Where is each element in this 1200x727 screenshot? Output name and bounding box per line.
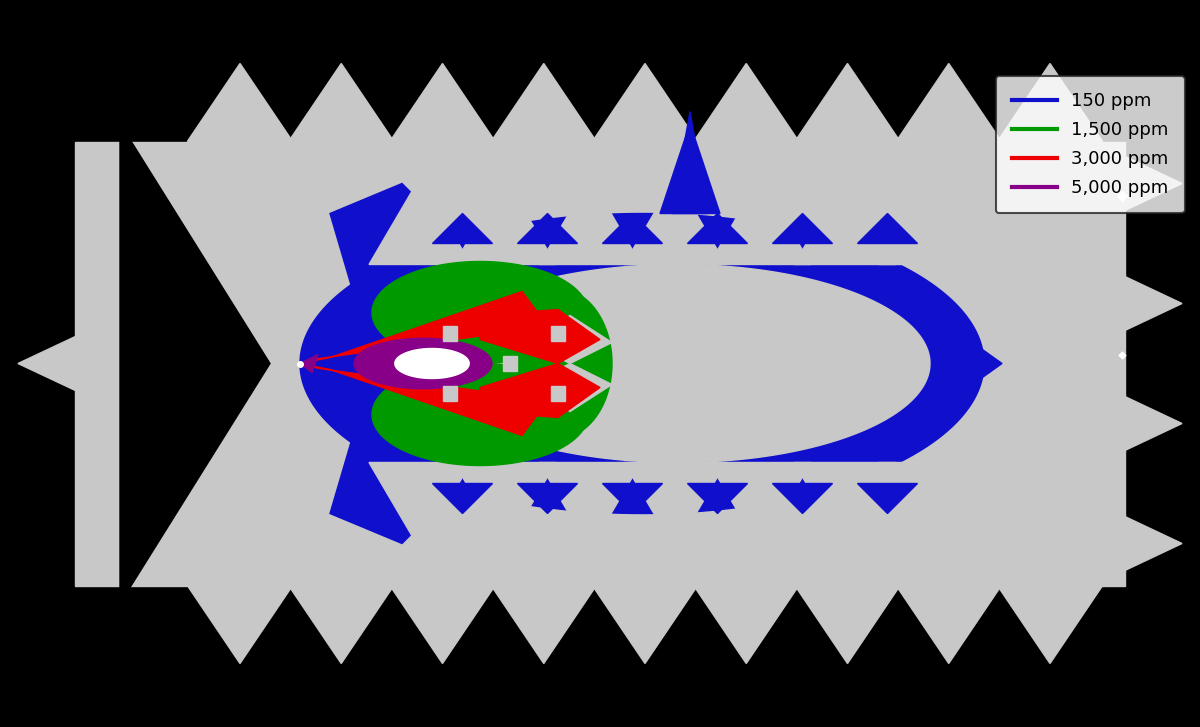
Polygon shape [602,214,662,244]
Polygon shape [896,63,1001,142]
Polygon shape [480,310,600,364]
Polygon shape [709,462,811,550]
Polygon shape [694,63,799,142]
Polygon shape [454,462,556,550]
Polygon shape [539,462,641,550]
Polygon shape [688,483,748,513]
Polygon shape [896,585,1001,664]
Polygon shape [370,177,470,265]
Polygon shape [1050,241,1182,366]
Polygon shape [960,334,1002,393]
Polygon shape [602,483,662,513]
Polygon shape [794,462,896,550]
Polygon shape [551,326,565,341]
Polygon shape [551,386,565,401]
Polygon shape [794,177,896,265]
Polygon shape [503,356,517,371]
Polygon shape [773,214,833,244]
Polygon shape [187,585,293,664]
Polygon shape [370,462,470,550]
Polygon shape [709,177,811,265]
Polygon shape [997,585,1103,664]
Polygon shape [878,177,982,265]
Polygon shape [593,585,697,664]
Polygon shape [390,585,496,664]
Polygon shape [517,214,577,244]
Polygon shape [300,292,540,364]
Polygon shape [187,63,293,142]
Polygon shape [1050,361,1182,486]
Polygon shape [1050,121,1182,246]
Polygon shape [18,316,120,411]
Polygon shape [517,483,577,513]
Polygon shape [395,348,469,379]
Polygon shape [330,411,450,544]
Polygon shape [443,326,457,341]
Polygon shape [454,177,556,265]
Polygon shape [372,364,588,465]
Polygon shape [289,63,394,142]
Polygon shape [528,316,612,364]
Polygon shape [593,63,697,142]
Polygon shape [443,386,457,401]
Polygon shape [300,364,540,435]
Polygon shape [858,483,918,513]
Polygon shape [858,214,918,244]
Polygon shape [624,177,726,265]
Polygon shape [773,483,833,513]
Polygon shape [74,142,1126,585]
Polygon shape [997,63,1103,142]
Polygon shape [624,462,726,550]
Polygon shape [300,355,318,372]
Polygon shape [432,483,492,513]
Legend: 150 ppm, 1,500 ppm, 3,000 ppm, 5,000 ppm: 150 ppm, 1,500 ppm, 3,000 ppm, 5,000 ppm [996,76,1184,213]
Polygon shape [660,124,720,214]
Polygon shape [504,289,612,438]
Polygon shape [491,63,596,142]
Polygon shape [672,111,708,214]
Polygon shape [426,265,930,462]
Polygon shape [432,214,492,244]
Polygon shape [354,338,492,389]
Polygon shape [688,214,748,244]
Polygon shape [480,364,600,417]
Polygon shape [528,364,612,411]
Polygon shape [1050,481,1182,606]
Polygon shape [878,462,982,550]
Polygon shape [120,124,270,603]
Polygon shape [794,585,900,664]
Polygon shape [289,585,394,664]
Polygon shape [491,585,596,664]
Polygon shape [794,63,900,142]
Polygon shape [390,63,496,142]
Polygon shape [372,262,588,364]
Polygon shape [330,183,450,316]
Polygon shape [694,585,799,664]
Polygon shape [539,177,641,265]
Polygon shape [300,214,984,513]
